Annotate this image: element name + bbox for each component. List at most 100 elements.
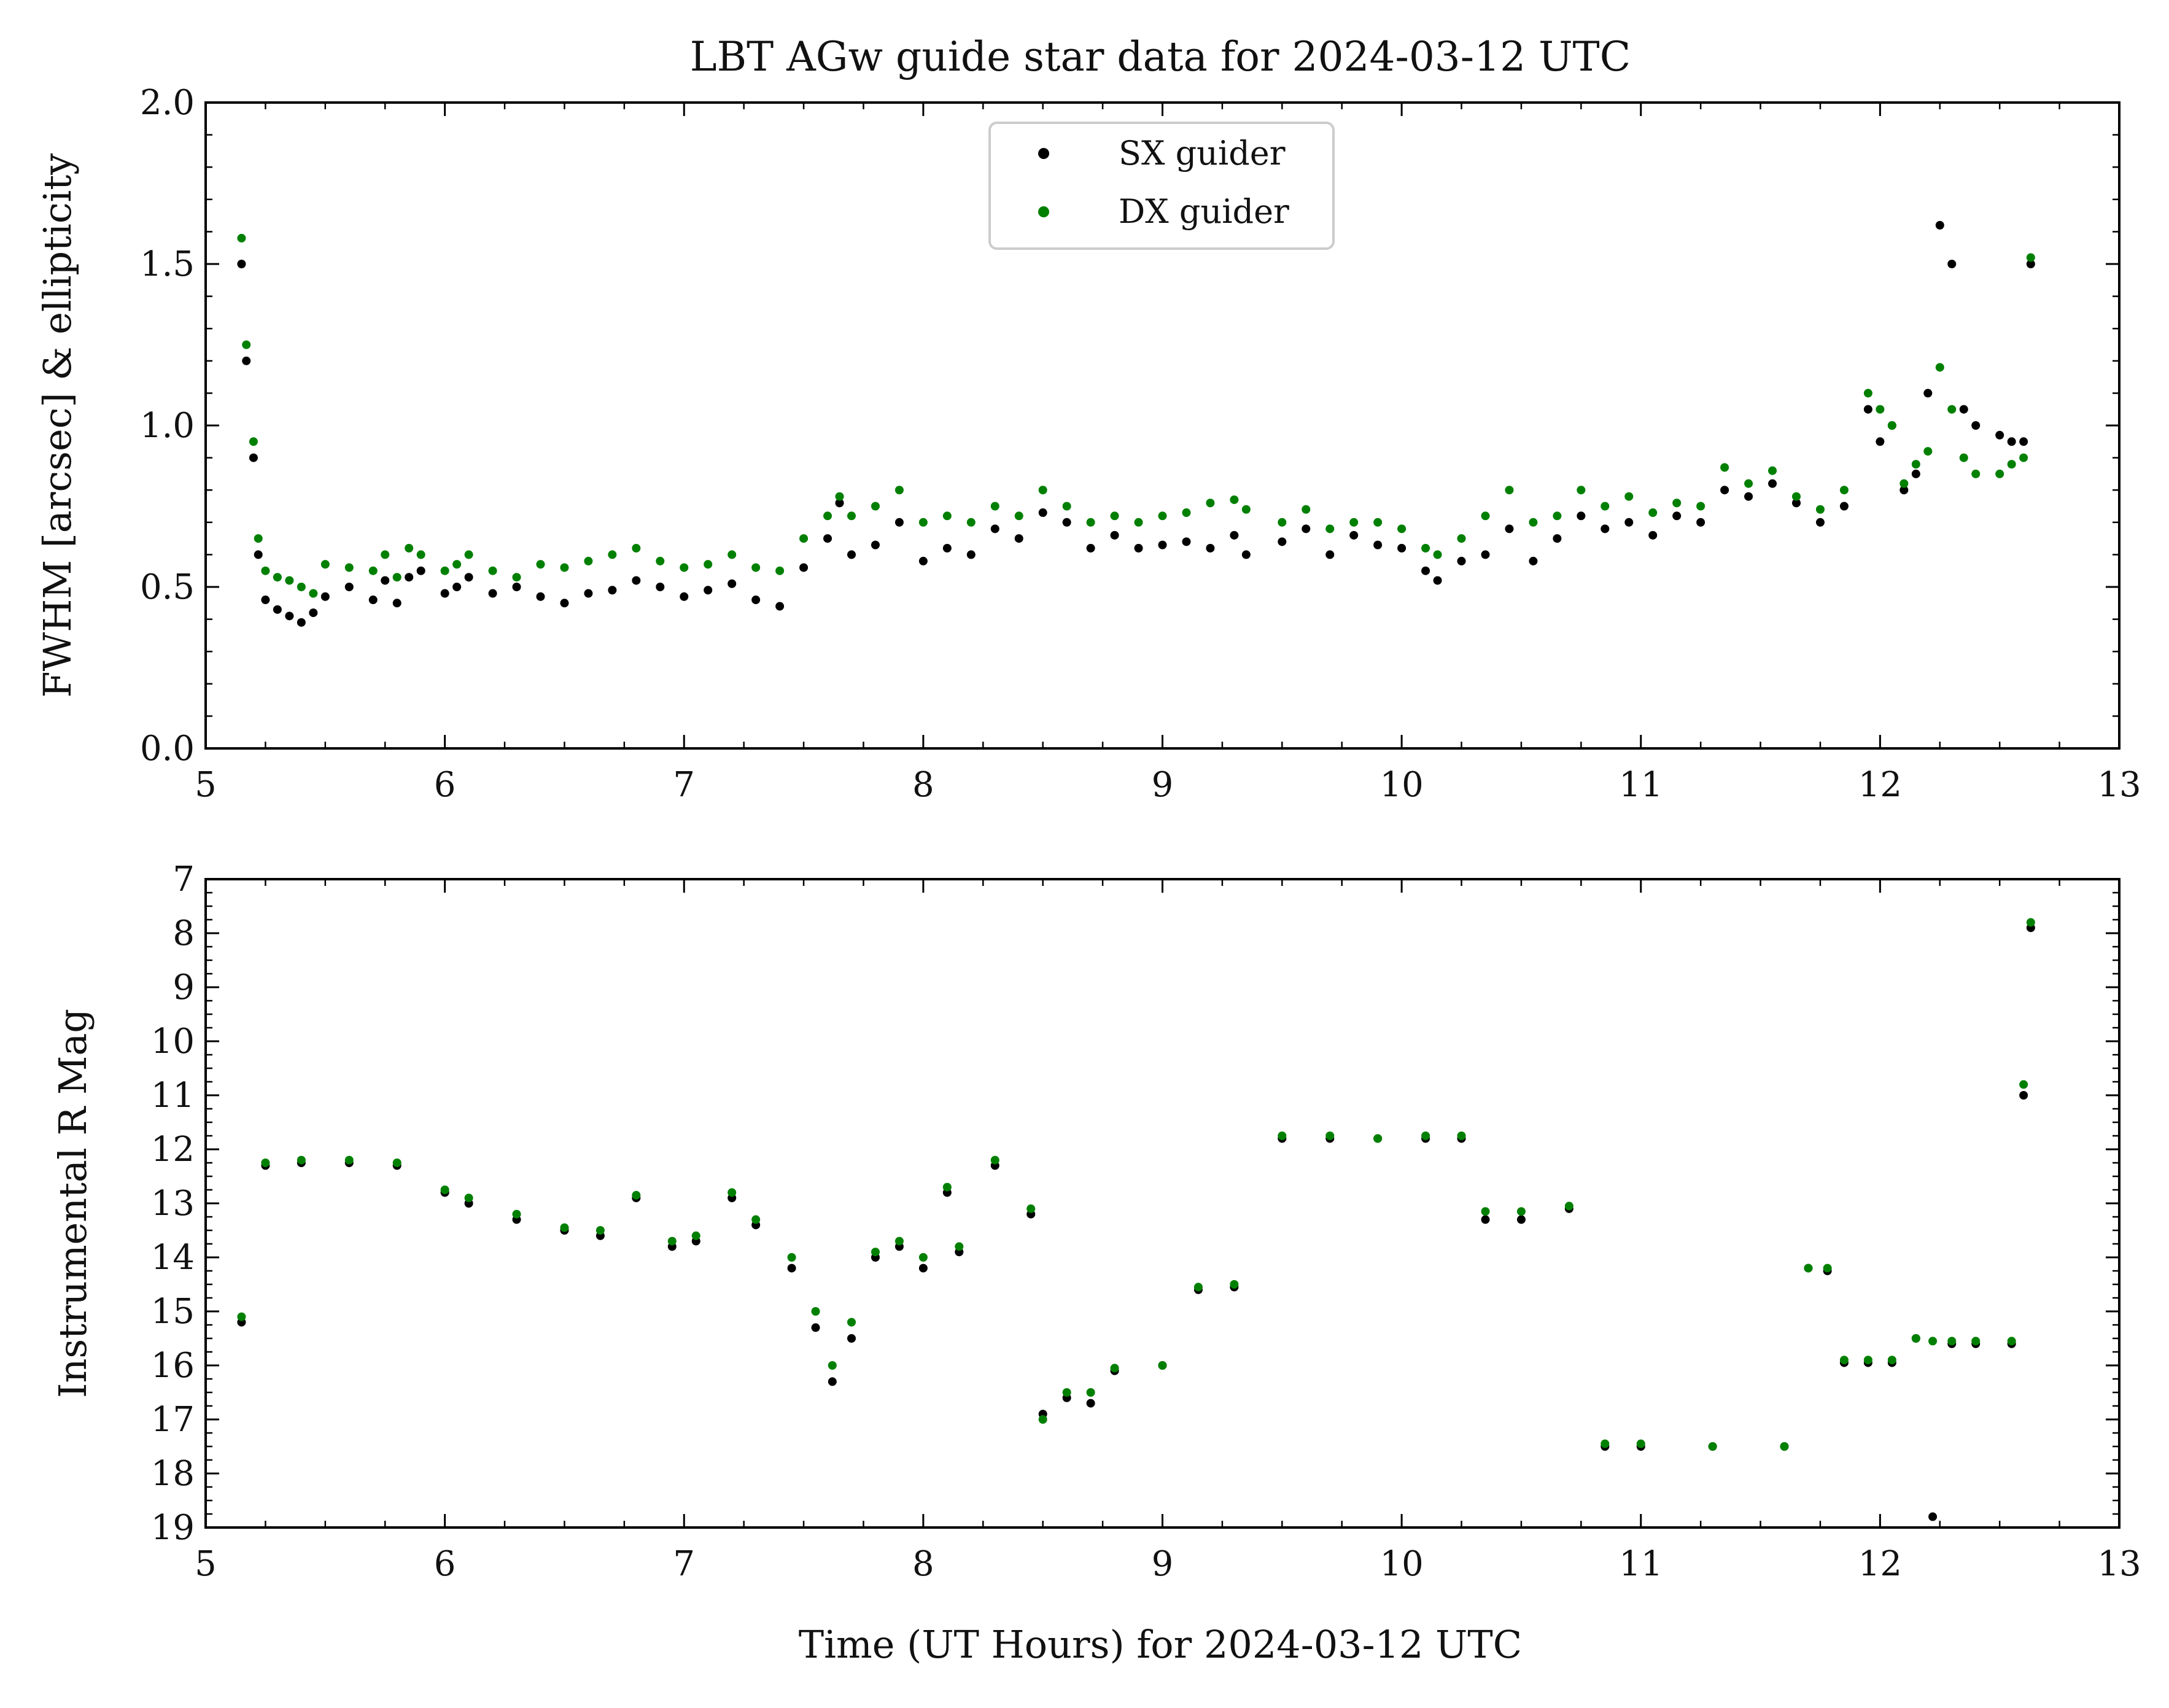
data-point-dx [918, 1253, 928, 1262]
legend-marker-dx [1038, 206, 1049, 217]
y-tick-label: 13 [151, 1184, 195, 1224]
x-tick-label: 11 [1619, 1544, 1663, 1584]
legend-box [988, 122, 1335, 250]
data-point-dx [416, 550, 425, 559]
data-point-dx [1230, 495, 1239, 504]
data-point-dx [1780, 1442, 1789, 1451]
data-point-dx [249, 437, 258, 446]
data-point-dx [536, 560, 545, 569]
data-point-dx [344, 563, 354, 572]
data-point-dx [1839, 1356, 1849, 1365]
data-point-dx [1876, 405, 1885, 414]
data-point-sx [297, 618, 306, 627]
data-point-dx [1349, 518, 1359, 527]
data-point-dx [656, 556, 665, 565]
data-point-sx [1672, 511, 1682, 521]
y-tick-label: 18 [151, 1454, 195, 1494]
data-point-sx [1086, 543, 1095, 553]
data-point-sx [1995, 430, 2004, 440]
data-point-dx [847, 511, 856, 521]
data-point-dx [1708, 1442, 1717, 1451]
data-point-dx [1505, 486, 1514, 495]
data-point-sx [1134, 543, 1143, 553]
data-point-dx [488, 566, 497, 575]
data-point-dx [1768, 466, 1777, 475]
y-tick-label: 12 [151, 1130, 195, 1170]
top-panel: 5 6 7 8 9 10 11 12 13 0.0 0.5 1.0 1.5 2.0 FWHM [arcs… [35, 83, 2141, 805]
data-point-sx [1373, 540, 1383, 549]
data-point-dx [1397, 524, 1407, 534]
data-point-dx [811, 1307, 820, 1316]
data-point-sx [775, 602, 785, 611]
data-point-sx [1110, 530, 1119, 540]
data-point-dx [1110, 511, 1119, 521]
y-tick-label: 1.0 [140, 406, 195, 446]
data-point-dx [1134, 518, 1143, 527]
data-point-dx [596, 1226, 605, 1235]
data-point-dx [1887, 421, 1896, 430]
data-point-sx [488, 589, 497, 598]
bottom-panel-points [237, 918, 2035, 1521]
data-point-sx [1038, 508, 1047, 518]
data-point-dx [1744, 479, 1753, 488]
x-tick-label: 13 [2097, 1544, 2141, 1584]
data-point-dx [2019, 1080, 2028, 1089]
data-point-dx [955, 1242, 964, 1251]
data-point-sx [966, 550, 976, 559]
data-point-dx [261, 566, 270, 575]
legend: SX guider DX guider [988, 122, 1335, 250]
y-tick-label: 17 [151, 1400, 195, 1440]
data-point-dx [2007, 1337, 2016, 1346]
x-tick-label: 7 [673, 765, 695, 805]
data-point-sx [847, 550, 856, 559]
data-point-dx [894, 486, 904, 495]
y-tick-label: 19 [151, 1508, 195, 1548]
data-point-dx [828, 1361, 837, 1370]
data-point-sx [847, 1334, 856, 1343]
data-point-dx [1433, 550, 1442, 559]
data-point-dx [728, 1188, 737, 1197]
data-point-dx [261, 1159, 270, 1167]
data-point-sx [1947, 260, 1957, 268]
data-point-sx [704, 586, 713, 595]
data-point-sx [918, 1264, 928, 1273]
data-point-dx [405, 543, 414, 553]
data-point-sx [918, 556, 928, 565]
data-point-sx [828, 1377, 837, 1386]
data-point-dx [1038, 486, 1047, 495]
data-point-sx [2026, 260, 2035, 268]
data-point-dx [1481, 511, 1490, 521]
data-point-dx [918, 518, 928, 527]
data-point-dx [1158, 1361, 1167, 1370]
data-point-dx [1302, 505, 1311, 514]
data-point-dx [560, 1223, 569, 1232]
x-tick-label: 7 [673, 1544, 695, 1584]
data-point-sx [1696, 518, 1705, 527]
bottom-panel-x-axis-label: Time (UT Hours) for 2024-03-12 UTC [799, 1622, 1522, 1667]
data-point-dx [894, 1236, 904, 1246]
data-point-dx [368, 566, 378, 575]
data-point-sx [344, 583, 354, 591]
data-point-dx [1923, 447, 1933, 456]
data-point-sx [1792, 499, 1801, 508]
data-point-dx [1823, 1264, 1832, 1273]
data-point-sx [1397, 543, 1407, 553]
data-point-dx [1672, 499, 1682, 508]
data-point-dx [1995, 469, 2004, 478]
data-point-dx [1959, 453, 1968, 462]
data-point-dx [1601, 1439, 1610, 1448]
data-point-dx [1804, 1264, 1813, 1273]
data-point-dx [1971, 1337, 1981, 1346]
x-tick-label: 10 [1379, 765, 1423, 805]
data-point-dx [847, 1318, 856, 1327]
data-point-sx [1720, 486, 1729, 495]
data-point-sx [452, 583, 462, 591]
data-point-dx [1086, 1388, 1095, 1397]
data-point-dx [560, 563, 569, 572]
data-point-sx [1278, 537, 1287, 546]
data-point-dx [2026, 918, 2035, 927]
x-tick-label: 12 [1858, 1544, 1902, 1584]
x-tick-label: 10 [1379, 1544, 1423, 1584]
data-point-sx [1062, 518, 1071, 527]
